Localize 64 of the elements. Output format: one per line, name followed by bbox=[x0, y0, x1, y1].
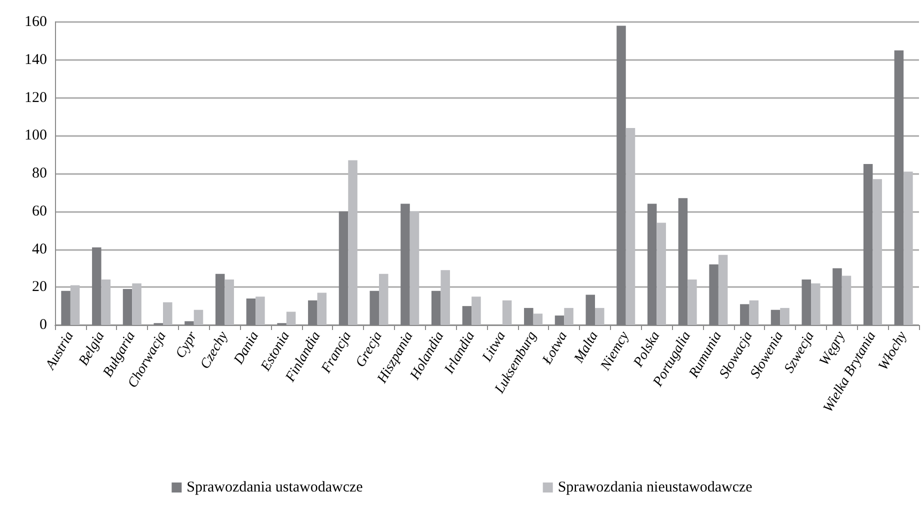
bar bbox=[122, 289, 132, 325]
bar bbox=[379, 274, 388, 325]
y-tick-label: 80 bbox=[32, 166, 47, 182]
bar bbox=[462, 306, 472, 325]
bar bbox=[410, 211, 420, 325]
bar bbox=[163, 302, 172, 325]
bar bbox=[400, 204, 410, 325]
y-tick-label: 140 bbox=[24, 52, 47, 68]
bar bbox=[678, 198, 688, 325]
bar bbox=[348, 160, 358, 325]
bar bbox=[811, 283, 820, 325]
bar bbox=[842, 276, 852, 325]
y-tick-label: 120 bbox=[24, 90, 47, 106]
bar bbox=[338, 211, 348, 325]
bar bbox=[718, 254, 728, 325]
bar bbox=[595, 308, 604, 325]
bar bbox=[184, 321, 194, 325]
bar bbox=[802, 280, 811, 325]
bar bbox=[440, 270, 450, 325]
bar bbox=[70, 285, 80, 325]
bar bbox=[894, 50, 904, 325]
bar bbox=[246, 298, 256, 325]
bar bbox=[626, 128, 636, 325]
bar bbox=[656, 222, 666, 325]
bar bbox=[709, 264, 718, 325]
bar bbox=[688, 280, 697, 325]
y-tick-label: 0 bbox=[40, 317, 47, 333]
bar bbox=[740, 304, 750, 325]
legend-label: Sprawozdania nieustawodawcze bbox=[558, 480, 753, 496]
bar bbox=[224, 280, 234, 325]
bar bbox=[317, 292, 327, 325]
y-tick-label: 160 bbox=[24, 14, 47, 30]
bar bbox=[586, 294, 595, 325]
bar bbox=[872, 179, 882, 325]
bar bbox=[647, 204, 657, 325]
bar bbox=[370, 290, 379, 325]
bar bbox=[194, 310, 204, 325]
bar bbox=[770, 310, 780, 325]
bar bbox=[472, 296, 481, 325]
bar bbox=[215, 274, 225, 325]
bar bbox=[92, 247, 102, 325]
y-tick-label: 20 bbox=[32, 279, 47, 296]
bar bbox=[863, 164, 873, 325]
legend-label: Sprawozdania ustawodawcze bbox=[186, 480, 364, 496]
y-tick-label: 40 bbox=[32, 241, 47, 258]
bar bbox=[256, 296, 265, 325]
bar bbox=[533, 314, 543, 325]
bar bbox=[616, 26, 626, 325]
bar bbox=[431, 290, 441, 325]
bar bbox=[101, 280, 111, 325]
bar bbox=[286, 312, 296, 325]
bar bbox=[308, 300, 318, 325]
bar bbox=[502, 300, 512, 325]
bar bbox=[564, 308, 574, 325]
y-tick-label: 100 bbox=[24, 128, 47, 144]
y-tick-label: 60 bbox=[32, 203, 47, 220]
bar bbox=[132, 283, 142, 325]
bar bbox=[780, 308, 790, 325]
bar bbox=[524, 308, 534, 325]
bar bbox=[749, 300, 759, 325]
bar bbox=[61, 290, 70, 325]
bar bbox=[832, 268, 842, 325]
bar bbox=[904, 172, 913, 325]
bar bbox=[554, 316, 564, 325]
